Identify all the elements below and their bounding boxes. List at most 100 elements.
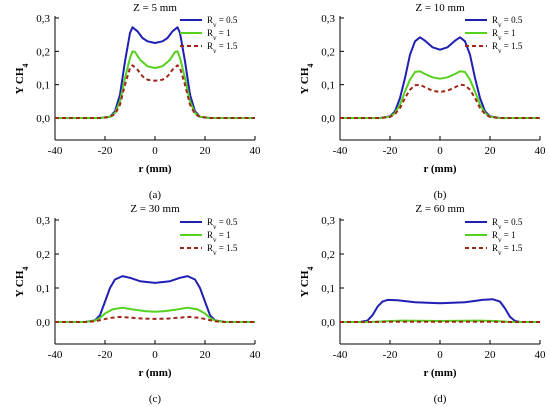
legend-label-sub: v <box>213 223 217 231</box>
x-axis-label: r (mm) <box>423 163 456 175</box>
series-line-2 <box>340 83 540 119</box>
series-line-2 <box>55 64 255 119</box>
x-tick-label: -20 <box>383 145 398 157</box>
legend-label: Rv = 0.5 <box>207 217 238 231</box>
y-axis-label: Y CH4 <box>14 64 30 95</box>
legend-label-main: R <box>492 41 498 51</box>
legend-label-sub: v <box>213 21 217 29</box>
y-axis-label: Y CH4 <box>299 267 315 298</box>
y-axis-label-sub: 4 <box>306 64 315 68</box>
legend-label-sub: v <box>213 249 217 257</box>
x-tick-label: -40 <box>333 145 348 157</box>
legend-label-sub: v <box>498 236 502 244</box>
x-tick-label: 20 <box>200 349 212 361</box>
x-tick-label: 40 <box>250 145 262 157</box>
legend-label: Rv = 1 <box>492 230 516 244</box>
x-tick-label: -40 <box>48 349 63 361</box>
x-axis-label: r (mm) <box>423 367 456 379</box>
series-line-1 <box>55 50 255 119</box>
legend-label-main: R <box>207 41 213 51</box>
y-tick-label: 0,2 <box>321 46 335 58</box>
chart-panel-c: Z = 30 mm 0,0 0,1 0,2 0,3 -40 -20 0 20 40 Y CH4 r (… <box>14 203 261 405</box>
legend-label: Rv = 1.5 <box>492 41 523 55</box>
legend-label-rest: = 1 <box>502 230 516 240</box>
legend-label-rest: = 0.5 <box>502 15 523 25</box>
legend-label-sub: v <box>498 249 502 257</box>
legend-label-main: R <box>207 217 213 227</box>
legend-label: Rv = 1.5 <box>207 41 238 55</box>
panel-caption: (d) <box>434 393 447 405</box>
y-tick-label: 0,2 <box>36 46 50 58</box>
y-axis-label-sub: 4 <box>21 64 30 68</box>
y-tick-label: 0,3 <box>321 215 335 227</box>
y-axis-label-sub: 4 <box>306 267 315 271</box>
series-line-0 <box>340 298 540 323</box>
legend-label: Rv = 1 <box>207 28 231 42</box>
legend-label: Rv = 1.5 <box>492 243 523 257</box>
legend-label-rest: = 1.5 <box>502 41 523 51</box>
chart-panel-a: Z = 5 mm 0,0 0,1 0,2 0,3 -40 -20 0 20 40 Y CH4 r (m… <box>14 2 261 201</box>
y-tick-label: 0,1 <box>36 80 50 92</box>
x-tick-label: 40 <box>535 349 547 361</box>
chart-title: Z = 60 mm <box>415 203 465 215</box>
legend-label-main: R <box>492 28 498 38</box>
series-line-0 <box>340 36 540 119</box>
legend-label-sub: v <box>498 47 502 55</box>
series-line-1 <box>340 70 540 119</box>
legend-label-main: R <box>492 15 498 25</box>
panel-caption: (c) <box>149 393 162 405</box>
x-tick-label: -20 <box>383 349 398 361</box>
x-tick-label: -20 <box>98 145 113 157</box>
y-tick-label: 0,0 <box>36 113 50 125</box>
legend-label-rest: = 1.5 <box>217 243 238 253</box>
legend-label-rest: = 1.5 <box>502 243 523 253</box>
legend-label-main: R <box>207 28 213 38</box>
legend-label-main: R <box>207 230 213 240</box>
x-tick-label: -20 <box>98 349 113 361</box>
series-line-1 <box>55 306 255 323</box>
legend-label-rest: = 0.5 <box>217 217 238 227</box>
panel-caption: (a) <box>149 189 162 201</box>
series-line-0 <box>55 275 255 323</box>
y-axis-label: Y CH4 <box>299 64 315 95</box>
chart-title: Z = 5 mm <box>133 2 177 14</box>
panel-caption: (b) <box>434 189 447 201</box>
x-tick-label: 20 <box>485 349 497 361</box>
legend-label-rest: = 0.5 <box>217 15 238 25</box>
legend-label: Rv = 0.5 <box>492 217 523 231</box>
legend-label-main: R <box>207 15 213 25</box>
y-tick-label: 0,0 <box>321 113 335 125</box>
legend-label-rest: = 1 <box>217 230 231 240</box>
legend-label: Rv = 1 <box>492 28 516 42</box>
y-axis-label: Y CH4 <box>14 267 30 298</box>
x-tick-label: 0 <box>437 349 443 361</box>
legend-label-sub: v <box>498 223 502 231</box>
y-tick-label: 0,1 <box>321 283 335 295</box>
legend-label-sub: v <box>213 236 217 244</box>
legend-label-main: R <box>207 243 213 253</box>
y-tick-label: 0,3 <box>36 215 50 227</box>
legend-label-sub: v <box>498 21 502 29</box>
chart-panel-d: Z = 60 mm 0,0 0,1 0,2 0,3 -40 -20 0 20 40 Y CH4 r (… <box>299 203 546 405</box>
y-tick-label: 0,3 <box>321 13 335 25</box>
x-tick-label: 40 <box>250 349 262 361</box>
chart-panel-b: Z = 10 mm 0,0 0,1 0,2 0,3 -40 -20 0 20 40 Y CH4 r (… <box>299 2 546 201</box>
legend-label-main: R <box>492 217 498 227</box>
y-tick-label: 0,3 <box>36 13 50 25</box>
series-line-2 <box>55 315 255 323</box>
x-tick-label: 0 <box>437 145 443 157</box>
chart-title: Z = 10 mm <box>415 2 465 14</box>
x-tick-label: -40 <box>48 145 63 157</box>
chart-title: Z = 30 mm <box>130 203 180 215</box>
x-tick-label: 20 <box>200 145 212 157</box>
x-tick-label: 20 <box>485 145 497 157</box>
y-axis-label-sub: 4 <box>21 267 30 271</box>
x-axis-label: r (mm) <box>138 367 171 379</box>
legend-label-main: R <box>492 243 498 253</box>
y-tick-label: 0,1 <box>36 283 50 295</box>
legend-label-rest: = 1 <box>217 28 231 38</box>
x-tick-label: 40 <box>535 145 547 157</box>
legend-label-rest: = 1 <box>502 28 516 38</box>
